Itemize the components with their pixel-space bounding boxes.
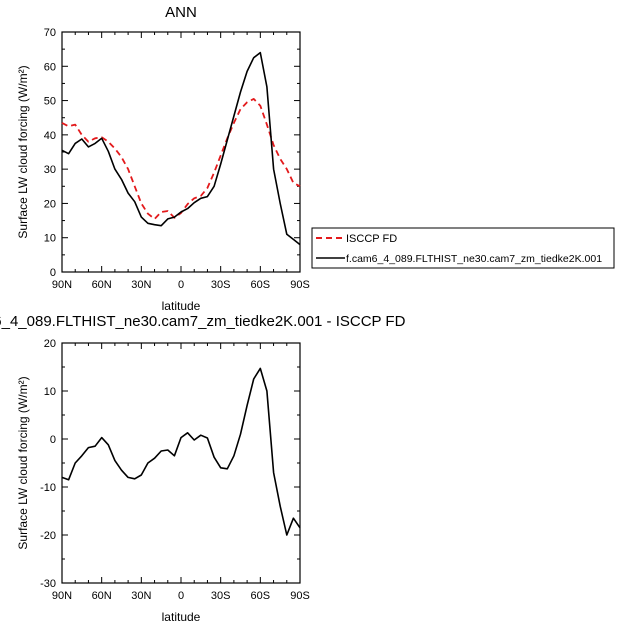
y-tick-label: -10	[40, 482, 56, 494]
top-series-lines	[61, 51, 301, 246]
y-tick-label: 70	[44, 27, 56, 39]
legend-label-isccp: ISCCP FD	[346, 233, 397, 245]
top-x-axis: 90N 60N 30N 0 30S 60S 90S	[52, 32, 310, 291]
x-tick-label: 90S	[290, 590, 310, 602]
y-tick-label: 0	[50, 434, 56, 446]
bottom-plot-frame	[61, 342, 301, 584]
y-tick-label: 30	[44, 164, 56, 176]
bottom-x-axis-label: latitude	[162, 610, 201, 624]
x-tick-label: 60N	[92, 590, 112, 602]
series-line-0	[61, 367, 301, 536]
series-line-1	[61, 51, 301, 246]
x-tick-label: 60S	[251, 590, 271, 602]
y-tick-label: 60	[44, 61, 56, 73]
legend-label-model: f.cam6_4_089.FLTHIST_ne30.cam7_zm_tiedke…	[346, 253, 602, 265]
top-chart-title: ANN	[165, 4, 197, 21]
x-tick-label: 90N	[52, 590, 72, 602]
series-line-0	[61, 98, 301, 220]
top-y-axis-label: Surface LW cloud forcing (W/m²)	[16, 65, 30, 238]
y-tick-label: 10	[44, 233, 56, 245]
x-tick-label: 30N	[131, 279, 151, 291]
bottom-series-lines	[61, 367, 301, 536]
y-tick-label: 20	[44, 338, 56, 350]
legend: ISCCP FD f.cam6_4_089.FLTHIST_ne30.cam7_…	[311, 227, 615, 269]
x-tick-label: 30S	[211, 590, 231, 602]
x-tick-label: 0	[178, 279, 184, 291]
bottom-panel: f.cam6_4_089.FLTHIST_ne30.cam7_zm_tiedke…	[0, 313, 406, 624]
x-tick-label: 90N	[52, 279, 72, 291]
bottom-chart-title: f.cam6_4_089.FLTHIST_ne30.cam7_zm_tiedke…	[0, 313, 406, 330]
y-tick-label: 10	[44, 386, 56, 398]
bottom-y-axis-label: Surface LW cloud forcing (W/m²)	[16, 376, 30, 549]
x-tick-label: 0	[178, 590, 184, 602]
y-tick-label: -30	[40, 578, 56, 590]
top-x-axis-label: latitude	[162, 299, 201, 313]
x-tick-label: 90S	[290, 279, 310, 291]
y-tick-label: 20	[44, 198, 56, 210]
x-tick-label: 60N	[92, 279, 112, 291]
bottom-x-axis: 90N 60N 30N 0 30S 60S 90S	[52, 343, 310, 602]
legend-box	[311, 227, 615, 269]
top-y-axis: 0 10 20 30 40 50 60 70	[44, 27, 300, 279]
y-tick-label: 0	[50, 267, 56, 279]
y-tick-label: 40	[44, 130, 56, 142]
bottom-y-axis: -30 -20 -10 0 10 20	[40, 338, 300, 590]
y-tick-label: 50	[44, 96, 56, 108]
top-plot-frame	[61, 31, 301, 273]
x-tick-label: 30N	[131, 590, 151, 602]
x-tick-label: 30S	[211, 279, 231, 291]
y-tick-label: -20	[40, 530, 56, 542]
x-tick-label: 60S	[251, 279, 271, 291]
